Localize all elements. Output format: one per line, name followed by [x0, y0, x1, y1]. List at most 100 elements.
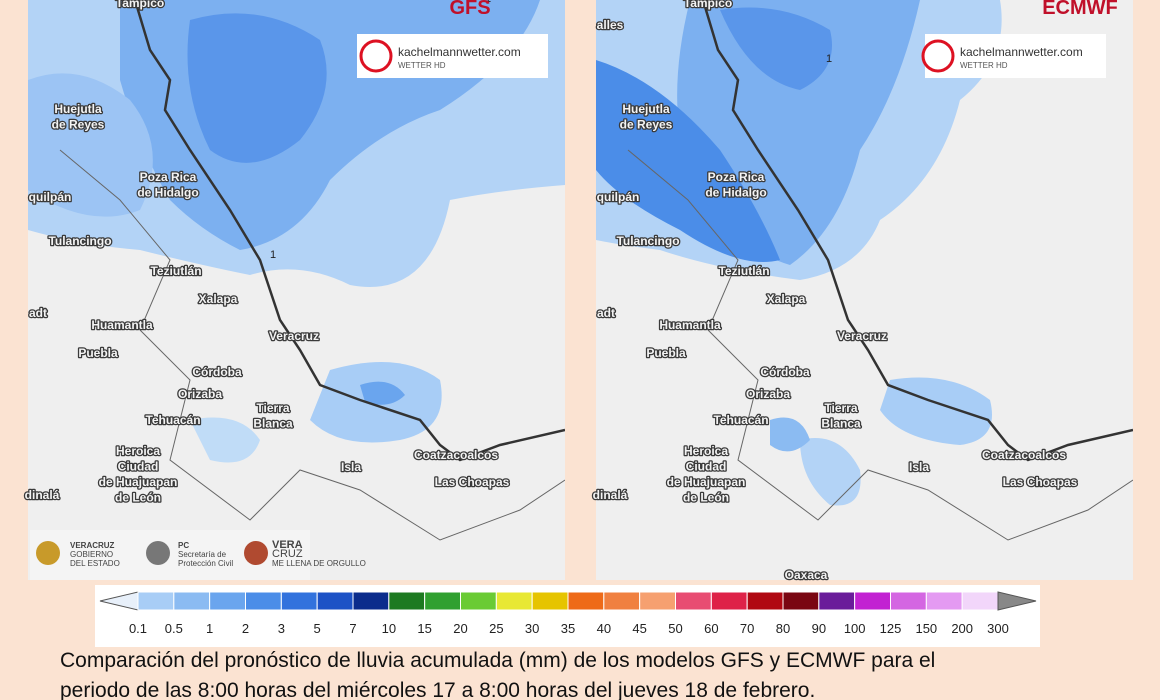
footer-logo-text: Secretaría de [178, 550, 227, 559]
footer-logo-icon [146, 541, 170, 565]
footer-logo-text: VERACRUZ [70, 541, 115, 550]
logo-tag: WETTER HD [398, 61, 446, 70]
city-label: de Reyes [620, 118, 673, 132]
colorbar-label: 0.5 [165, 621, 183, 636]
colorbar-label: 1 [206, 621, 213, 636]
logo-site: kachelmannwetter.com [960, 45, 1083, 59]
footer-logo-text: Protección Civil [178, 559, 233, 568]
colorbar-label: 45 [632, 621, 646, 636]
map-ecmwf [596, 0, 1133, 580]
city-label: Tierra [824, 401, 857, 415]
colorbar-label: 70 [740, 621, 754, 636]
colorbar-swatch [710, 591, 748, 611]
city-label: Xalapa [767, 292, 806, 306]
city-label: de Hidalgo [137, 186, 198, 200]
city-label: quilpán [29, 190, 72, 204]
colorbar-label: 2 [242, 621, 249, 636]
colorbar-label: 7 [349, 621, 356, 636]
map-gfs [28, 0, 565, 580]
city-label: alles [597, 18, 624, 32]
city-label: de León [683, 491, 729, 505]
colorbar-swatch [424, 591, 461, 611]
colorbar-swatch [925, 591, 963, 611]
colorbar-label: 5 [314, 621, 321, 636]
colorbar-label: 60 [704, 621, 718, 636]
city-label: Huamantla [91, 318, 153, 332]
city-label: Coatzacoalcos [982, 448, 1066, 462]
colorbar-swatch [567, 591, 605, 611]
city-label: Veracruz [269, 329, 319, 343]
city-label: Ciudad [686, 460, 727, 474]
colorbar-label: 50 [668, 621, 682, 636]
caption-line: Comparación del pronóstico de lluvia acu… [60, 649, 935, 672]
colorbar-label: 125 [880, 621, 902, 636]
city-label: de Hidalgo [705, 186, 766, 200]
contour-label: 1 [485, 0, 491, 5]
footer-logo-icon [244, 541, 268, 565]
colorbar-swatch [173, 591, 211, 611]
city-label: dinalá [25, 488, 60, 502]
footer-logo-text: PC [178, 541, 189, 550]
colorbar-label: 80 [776, 621, 790, 636]
city-label: Tulancingo [48, 234, 111, 248]
colorbar-swatch [961, 591, 999, 611]
city-label: Córdoba [192, 365, 242, 379]
colorbar-label: 90 [812, 621, 826, 636]
colorbar-label: 15 [417, 621, 431, 636]
colorbar-arrow-high [997, 591, 1037, 611]
colorbar-swatch [495, 591, 533, 611]
colorbar-label: 10 [382, 621, 396, 636]
colorbar: 0.1 0.5 1 2 3 5 7 10 15 20 25 30 35 40 45 50 60 70 80 90 100… [129, 591, 1037, 636]
colorbar-swatch [352, 591, 390, 611]
colorbar-swatch [137, 591, 175, 611]
city-label: de Huajuapan [667, 475, 746, 489]
city-label: Las Choapas [435, 475, 510, 489]
colorbar-swatch [890, 591, 927, 611]
city-label: Puebla [78, 346, 118, 360]
colorbar-swatch [316, 591, 354, 611]
city-label: de Reyes [52, 118, 105, 132]
city-label: Heroica [116, 444, 160, 458]
colorbar-label: 25 [489, 621, 503, 636]
city-label: Tierra [256, 401, 289, 415]
city-label: Córdoba [760, 365, 810, 379]
city-label: Isla [341, 460, 361, 474]
colorbar-swatch [388, 591, 426, 611]
footer-logo-icon [36, 541, 60, 565]
city-label: Xalapa [199, 292, 238, 306]
footer-logo-text: VERA [272, 539, 303, 551]
colorbar-label: 300 [987, 621, 1009, 636]
city-label: Blanca [253, 417, 293, 431]
contour-label: 1 [826, 53, 832, 65]
city-label: Poza Rica [708, 170, 765, 184]
colorbar-swatch [639, 591, 677, 611]
city-label: adt [29, 306, 47, 320]
colorbar-swatch [245, 591, 282, 611]
logo-tag: WETTER HD [960, 61, 1008, 70]
colorbar-label: 20 [453, 621, 467, 636]
city-label: Huejutla [54, 102, 102, 116]
city-label: Tehuacán [713, 413, 768, 427]
colorbar-swatch [603, 591, 641, 611]
colorbar-label: 30 [525, 621, 539, 636]
colorbar-label: 100 [844, 621, 866, 636]
city-label: quilpán [597, 190, 640, 204]
colorbar-swatch [675, 591, 712, 611]
colorbar-swatch [854, 591, 892, 611]
colorbar-swatch [460, 591, 497, 611]
logo-box [357, 34, 1106, 78]
colorbar-label: 40 [597, 621, 611, 636]
city-label: Oaxaca [785, 568, 828, 582]
city-label: Huamantla [659, 318, 721, 332]
model-label: GFS [449, 0, 490, 19]
city-label: de Huajuapan [99, 475, 178, 489]
footer-logo-text: CRUZ [272, 548, 303, 560]
city-label: Tehuacán [145, 413, 200, 427]
city-label: dinalá [593, 488, 628, 502]
colorbar-label: 3 [278, 621, 285, 636]
city-label: Orizaba [178, 387, 222, 401]
city-label: Teziutlán [150, 264, 201, 278]
footer-logo-text: ME LLENA DE ORGULLO [272, 559, 366, 568]
city-label: Tampico [116, 0, 164, 10]
